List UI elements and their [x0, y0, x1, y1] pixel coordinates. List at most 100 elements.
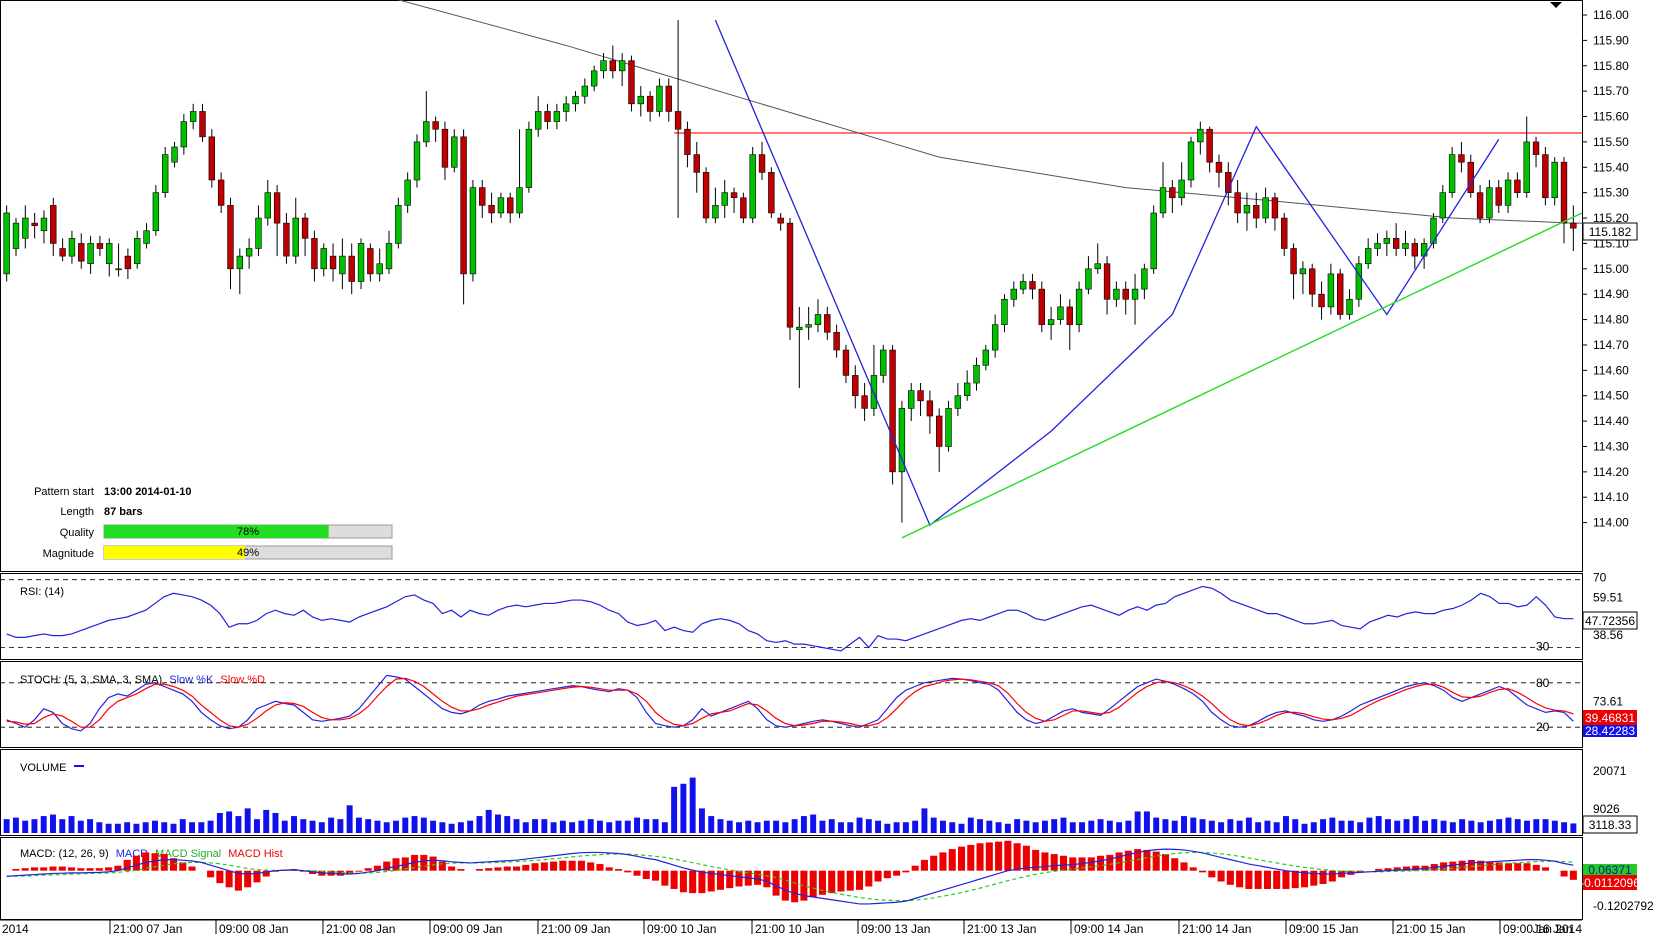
candle-body: [311, 238, 318, 270]
macd-hist-bar: [216, 870, 224, 884]
candle-body: [926, 400, 934, 417]
macd-signal-line: [6, 851, 1574, 902]
volume-bar: [1190, 817, 1197, 833]
candle-body: [880, 349, 887, 376]
volume-bar: [179, 819, 186, 833]
macd-hist-bar: [902, 870, 910, 873]
macd-hist-bar: [429, 856, 437, 871]
volume-bar: [995, 822, 1002, 833]
candle-body: [786, 222, 794, 328]
time-tick-label: 21:00 13 Jan: [967, 922, 1036, 936]
candle: [1411, 238, 1418, 269]
macd-hist-bar: [169, 858, 178, 871]
length-value: 87 bars: [104, 506, 143, 518]
price-tick-label: 114.50: [1593, 389, 1629, 403]
volume-bar: [875, 820, 882, 833]
price-tick-label: 115.30: [1593, 186, 1629, 200]
candle: [1215, 154, 1223, 188]
candle-body: [1047, 319, 1055, 325]
volume-bar: [402, 817, 409, 833]
macd-hist-bar: [698, 870, 706, 894]
volume-bar: [31, 819, 38, 833]
volume-bar: [671, 786, 678, 833]
volume-bar: [355, 817, 362, 833]
volume-bar: [1060, 817, 1067, 833]
volume-bar: [87, 819, 94, 833]
volume-bar: [1245, 817, 1252, 833]
candle: [3, 205, 10, 282]
collapse-arrow-icon[interactable]: [1550, 2, 1562, 8]
volume-bar: [1486, 820, 1493, 833]
macd-hist-bar: [1393, 867, 1401, 871]
volume-bar: [1459, 819, 1466, 833]
macd-hist-bar: [735, 870, 743, 887]
candle-body: [1169, 187, 1176, 199]
volume-bar: [930, 817, 937, 833]
candle-body: [740, 197, 747, 219]
candle-body: [1103, 263, 1111, 300]
candle-body: [245, 248, 253, 257]
volume-bar: [1496, 819, 1503, 833]
macd-hist-bar: [253, 870, 261, 883]
candle-body: [152, 192, 160, 232]
candle-body: [1141, 268, 1148, 290]
candle: [1075, 281, 1083, 333]
candle-body: [189, 111, 197, 122]
candle-body: [1066, 306, 1073, 325]
volume-bar: [893, 822, 900, 833]
macd-hist-bar: [160, 854, 168, 871]
volume-bar: [383, 822, 390, 833]
volume-bar: [810, 814, 817, 833]
candle: [1038, 281, 1045, 333]
macd-hist-bar: [1087, 857, 1095, 871]
candle: [572, 91, 579, 112]
volume-bar: [1088, 820, 1095, 833]
candle: [1094, 243, 1101, 274]
candle: [562, 96, 570, 122]
macd-hist-bar: [670, 870, 678, 889]
candle: [1486, 179, 1493, 224]
candle-body: [1504, 179, 1512, 206]
candle: [1458, 141, 1465, 173]
volume-bar: [346, 805, 353, 833]
candle: [786, 218, 794, 340]
candle: [758, 141, 766, 180]
macd-hist-bar: [883, 870, 891, 879]
candle: [544, 103, 551, 130]
support-trendline: [901, 212, 1583, 539]
macd-hist-bar: [846, 870, 854, 891]
candle: [189, 103, 197, 130]
candle-body: [1281, 217, 1288, 249]
candle: [1271, 192, 1279, 231]
volume-bar: [884, 823, 891, 833]
macd-hist-bar: [207, 870, 215, 878]
volume-bar: [838, 822, 844, 833]
candle-body: [348, 255, 355, 282]
candle-body: [217, 179, 225, 206]
candle: [106, 238, 113, 277]
candle-body: [590, 70, 598, 87]
candle: [432, 116, 439, 142]
candle-body: [963, 382, 971, 397]
volume-bar: [1412, 816, 1419, 833]
candle: [1197, 121, 1204, 155]
volume-panel: VOLUME 20071 9026 3118.33: [0, 749, 1638, 836]
macd-hist-bar: [420, 854, 428, 871]
candle-body: [329, 255, 337, 270]
candle-body: [59, 248, 66, 257]
volume-bar: [1227, 819, 1234, 833]
time-tick-label: 09:00 15 Jan: [1289, 922, 1358, 936]
macd-hist-bar: [995, 841, 1003, 871]
volume-bar: [253, 819, 260, 833]
macd-hist-bar: [1059, 855, 1068, 871]
macd-hist-bar: [355, 870, 363, 872]
candle: [889, 344, 896, 485]
magnitude-value: 49%: [237, 547, 259, 559]
volume-bar: [411, 816, 418, 833]
candle: [814, 299, 822, 333]
macd-hist-bar: [1152, 851, 1160, 871]
macd-hist-bar: [68, 867, 76, 871]
volume-bar: [161, 822, 168, 833]
macd-hist-bar: [930, 855, 938, 871]
macd-hist-bar: [716, 870, 724, 890]
